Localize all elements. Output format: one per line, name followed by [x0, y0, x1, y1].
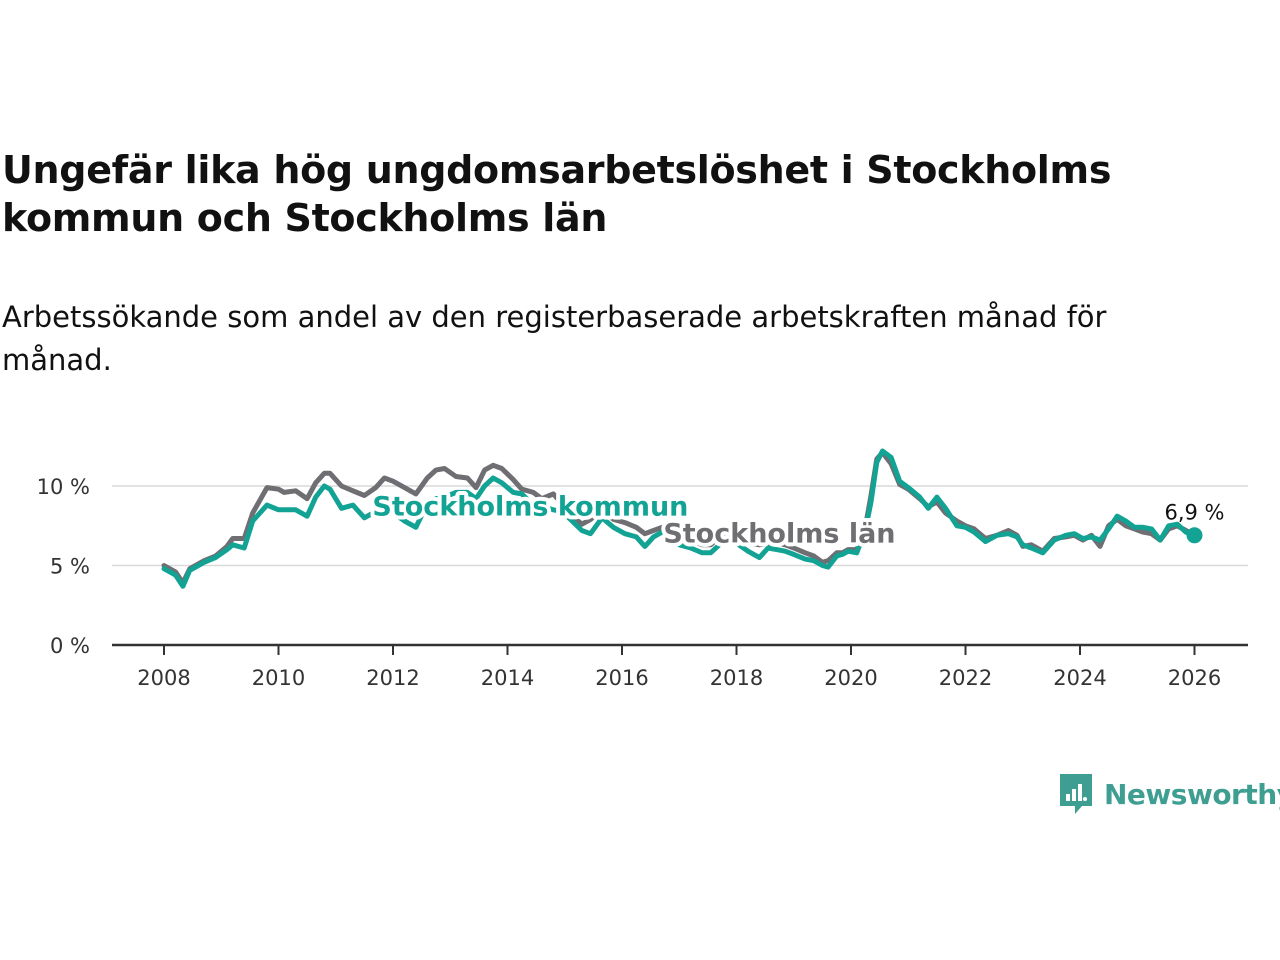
x-tick-label: 2022	[939, 666, 992, 690]
x-tick-label: 2012	[366, 666, 419, 690]
series-label-halo: Stockholms län	[663, 519, 895, 550]
newsworthy-brand: Newsworthy	[1058, 772, 1280, 816]
x-tick-label: 2020	[824, 666, 877, 690]
x-tick-label: 2016	[595, 666, 648, 690]
x-tick-label: 2014	[481, 666, 534, 690]
chart-title: Ungefär lika hög ungdomsarbetslöshet i S…	[2, 148, 1112, 240]
chart-subtitle: Arbetssökande som andel av den registerb…	[2, 300, 1107, 377]
axes: 0 % 5 % 10 % 2008 2010 2012 2014 2016 2018 2020 20…	[37, 475, 1248, 690]
last-value-label: 6,9 %	[1164, 500, 1224, 524]
series-label-halo: Stockholms kommun	[372, 492, 688, 523]
brand-name: Newsworthy	[1104, 777, 1280, 811]
series-label-stockholms-ln: Stockholms län	[663, 519, 895, 550]
x-tick-label: 2024	[1053, 666, 1106, 690]
x-tick-label: 2026	[1168, 666, 1221, 690]
x-tick-label: 2018	[710, 666, 763, 690]
y-tick-label: 10 %	[37, 475, 90, 499]
series-line-stockholms-kommun	[161, 448, 1197, 589]
line-chart: 0 % 5 % 10 % 2008 2010 2012 2014 2016 2018 2020 20…	[37, 448, 1248, 690]
series-label-stockholms-kommun: Stockholms kommun	[372, 492, 688, 523]
grid-lines	[112, 485, 1248, 567]
x-tick-label: 2010	[252, 666, 305, 690]
series-lines	[161, 448, 1197, 589]
y-tick-label: 0 %	[50, 634, 90, 658]
newsworthy-logo-icon	[1060, 774, 1092, 814]
x-tick-label: 2008	[137, 666, 190, 690]
last-value-marker	[1186, 527, 1203, 544]
y-tick-label: 5 %	[50, 555, 90, 579]
